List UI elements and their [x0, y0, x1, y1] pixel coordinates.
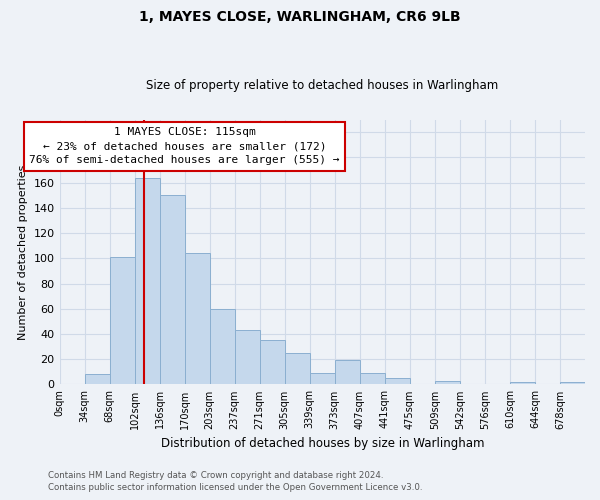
Bar	[560, 382, 585, 384]
Y-axis label: Number of detached properties: Number of detached properties	[18, 164, 28, 340]
Bar	[160, 195, 185, 384]
Bar	[85, 374, 110, 384]
Bar	[360, 373, 385, 384]
Bar	[235, 330, 260, 384]
Bar	[260, 340, 285, 384]
Bar	[185, 254, 209, 384]
Text: Contains HM Land Registry data © Crown copyright and database right 2024.
Contai: Contains HM Land Registry data © Crown c…	[48, 471, 422, 492]
Text: 1 MAYES CLOSE: 115sqm
← 23% of detached houses are smaller (172)
76% of semi-det: 1 MAYES CLOSE: 115sqm ← 23% of detached …	[29, 127, 340, 165]
Bar	[310, 373, 335, 384]
Bar	[435, 380, 460, 384]
Bar	[285, 353, 310, 384]
Bar	[134, 178, 160, 384]
Title: Size of property relative to detached houses in Warlingham: Size of property relative to detached ho…	[146, 79, 499, 92]
Bar	[385, 378, 410, 384]
Text: 1, MAYES CLOSE, WARLINGHAM, CR6 9LB: 1, MAYES CLOSE, WARLINGHAM, CR6 9LB	[139, 10, 461, 24]
Bar	[510, 382, 535, 384]
Bar	[110, 257, 134, 384]
Bar	[335, 360, 360, 384]
X-axis label: Distribution of detached houses by size in Warlingham: Distribution of detached houses by size …	[161, 437, 484, 450]
Bar	[209, 309, 235, 384]
